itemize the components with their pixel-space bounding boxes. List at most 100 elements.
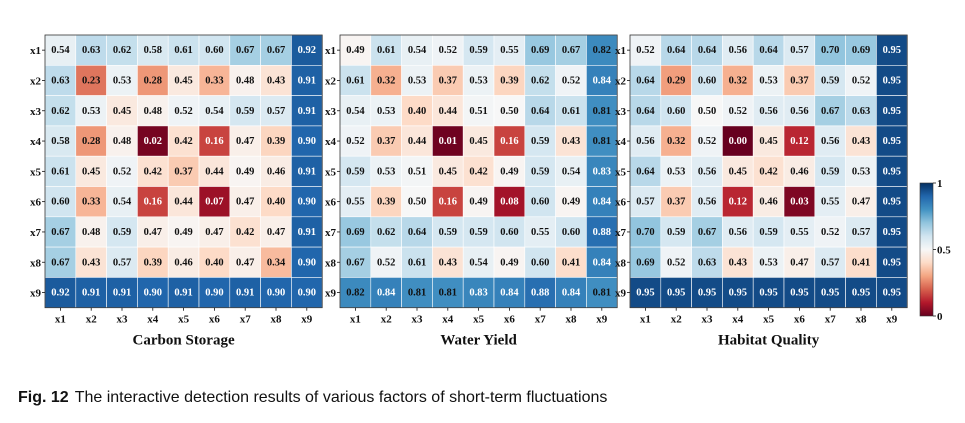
cell-value-label: 0.91 [298,227,316,238]
cell-value-label: 0.46 [174,257,192,268]
cell-value-label: 0.47 [852,197,870,208]
heatmap-cell [845,246,877,278]
cell-value-label: 0.64 [636,166,655,177]
heatmap-cell [167,216,200,248]
cell-value-label: 0.52 [729,106,747,117]
cell-value-label: 0.16 [144,197,162,208]
heatmap-cell [524,65,556,96]
cell-value-label: 0.64 [759,45,778,56]
cell-value-label: 0.48 [236,75,254,86]
cell-value-label: 0.95 [729,288,747,299]
cell-value-label: 0.56 [729,45,747,56]
cell-value-label: 0.59 [821,166,839,177]
heatmap-cell [752,65,785,96]
x-tick-label: x1 [640,314,651,326]
heatmap-cell [401,155,433,187]
cell-value-label: 0.40 [205,257,223,268]
heatmap-cell [876,246,908,278]
heatmap-cell [432,125,464,157]
cell-value-label: 0.60 [51,197,69,208]
cell-value-label: 0.33 [82,197,100,208]
x-tick-label: x2 [671,314,683,326]
cell-value-label: 0.64 [698,45,717,56]
cell-value-label: 0.45 [469,136,487,147]
heatmap-cell [106,155,138,187]
heatmap-cell [401,216,433,248]
heatmap-cell [783,216,816,248]
cell-value-label: 0.44 [408,136,427,147]
cell-value-label: 0.64 [636,75,655,86]
cell-value-label: 0.45 [439,166,457,177]
heatmap-cell [167,277,200,308]
heatmap-cell [137,246,169,278]
cell-value-label: 0.28 [144,75,162,86]
x-tick-label: x7 [240,314,252,326]
cell-value-label: 0.95 [821,288,839,299]
heatmap-cell [401,65,433,96]
cell-value-label: 0.51 [469,106,487,117]
cell-value-label: 0.52 [852,75,870,86]
heatmap-cell [752,34,785,66]
cell-value-label: 0.52 [636,45,654,56]
panel-title: Carbon Storage [133,333,235,349]
heatmap-cell [586,216,618,248]
cell-value-label: 0.54 [562,166,581,177]
cell-value-label: 0.67 [51,227,69,238]
heatmap-cell [432,186,464,218]
y-tick-label: x1 [30,45,41,57]
cell-value-label: 0.81 [408,288,426,299]
cell-value-label: 0.44 [439,106,458,117]
cell-value-label: 0.92 [298,45,316,56]
cell-value-label: 0.53 [377,106,395,117]
cell-value-label: 0.95 [883,106,901,117]
cell-value-label: 0.49 [174,227,192,238]
heatmap-cell [660,95,692,127]
y-tick-label: x3 [30,106,42,118]
cell-value-label: 0.43 [729,257,747,268]
cell-value-label: 0.90 [298,288,316,299]
cell-value-label: 0.45 [82,166,100,177]
heatmap-cell [75,95,107,127]
cell-value-label: 0.52 [113,166,131,177]
cell-value-label: 0.59 [821,75,839,86]
cell-value-label: 0.60 [667,106,685,117]
cell-value-label: 0.02 [144,136,162,147]
cell-value-label: 0.59 [531,166,549,177]
heatmap-cell [291,186,323,218]
cell-value-label: 0.49 [236,166,254,177]
heatmap-cell [555,65,587,96]
cell-value-label: 0.84 [500,288,519,299]
heatmap-cell [432,65,464,96]
cell-value-label: 0.82 [346,288,364,299]
heatmap-cell [229,246,261,278]
cell-value-label: 0.95 [636,288,654,299]
cell-value-label: 0.95 [883,166,901,177]
caption-text: The interactive detection results of var… [74,389,608,406]
cell-value-label: 0.95 [883,288,901,299]
x-tick-label: x6 [794,314,806,326]
cell-value-label: 0.58 [51,136,69,147]
cell-value-label: 0.95 [698,288,716,299]
cell-value-label: 0.61 [377,45,395,56]
cell-value-label: 0.47 [790,257,808,268]
cell-value-label: 0.60 [205,45,223,56]
heatmap-cell [401,34,433,66]
cell-value-label: 0.84 [593,197,612,208]
heatmap-cell [44,186,77,218]
cell-value-label: 0.56 [636,136,654,147]
heatmap-cell [783,34,816,66]
cell-value-label: 0.64 [636,106,655,117]
heatmap-cell [75,186,107,218]
cell-value-label: 0.32 [667,136,685,147]
heatmap-cell [660,155,692,187]
y-tick-label: x9 [615,288,627,300]
heatmap-cell [629,65,662,96]
y-tick-label: x9 [325,288,337,300]
heatmap-cell [876,277,908,308]
y-tick-label: x5 [325,166,337,178]
cell-value-label: 0.16 [500,136,518,147]
heatmap-cell [524,277,556,308]
panel-title: Water Yield [440,333,517,349]
heatmap-cell [339,155,372,187]
cell-value-label: 0.69 [852,45,870,56]
